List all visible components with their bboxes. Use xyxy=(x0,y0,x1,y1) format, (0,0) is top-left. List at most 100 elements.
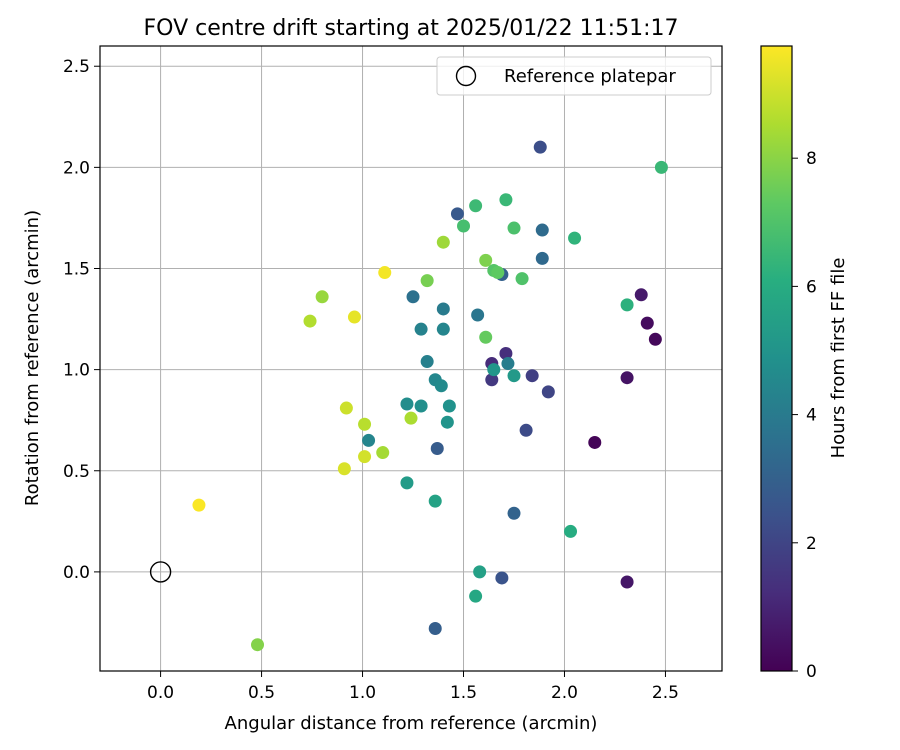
data-point xyxy=(376,446,390,460)
chart-title: FOV centre drift starting at 2025/01/22 … xyxy=(144,16,679,41)
data-point xyxy=(400,397,414,411)
data-point xyxy=(414,322,428,336)
data-point xyxy=(507,369,521,383)
y-tick-label: 2.0 xyxy=(63,158,90,178)
data-point xyxy=(192,498,206,512)
data-point xyxy=(362,433,376,447)
data-point xyxy=(588,435,602,449)
data-point xyxy=(315,290,329,304)
data-point xyxy=(358,417,372,431)
data-point xyxy=(620,575,634,589)
data-point xyxy=(533,140,547,154)
data-point xyxy=(620,371,634,385)
legend-marker-icon xyxy=(455,65,477,87)
y-axis-ticks: 0.0 0.5 1.0 1.5 2.0 2.5 xyxy=(63,57,100,583)
x-axis-ticks: 0.0 0.5 1.0 1.5 2.0 2.5 xyxy=(147,671,679,703)
x-tick-label: 1.0 xyxy=(349,683,376,703)
plot-frame xyxy=(99,45,723,672)
data-point xyxy=(519,423,533,437)
data-point xyxy=(428,622,442,636)
grid-lines xyxy=(100,46,722,671)
data-point xyxy=(479,253,493,267)
data-point xyxy=(406,290,420,304)
data-point xyxy=(436,322,450,336)
data-point xyxy=(634,288,648,302)
data-point xyxy=(469,589,483,603)
data-point xyxy=(568,231,582,245)
data-points xyxy=(192,140,668,652)
y-tick-label: 0.0 xyxy=(63,563,90,583)
data-point xyxy=(541,385,555,399)
colorbar-ticks: 0 2 4 6 8 xyxy=(792,149,817,682)
data-point xyxy=(450,207,464,221)
colorbar-tick-label: 8 xyxy=(806,149,817,169)
data-point xyxy=(471,308,485,322)
data-point xyxy=(436,235,450,249)
x-axis-label: Angular distance from reference (arcmin) xyxy=(225,713,598,734)
x-tick-label: 1.5 xyxy=(450,683,477,703)
data-point xyxy=(404,411,418,425)
data-point xyxy=(303,314,317,328)
data-point xyxy=(434,379,448,393)
reference-marker xyxy=(149,561,172,583)
y-axis-label: Rotation from reference (arcmin) xyxy=(22,210,43,506)
reference-marker-group xyxy=(149,561,172,583)
data-point xyxy=(499,346,513,360)
legend: Reference platepar xyxy=(436,56,712,96)
colorbar-tick-label: 6 xyxy=(806,277,817,297)
data-point xyxy=(654,160,668,174)
data-point xyxy=(525,369,539,383)
data-point xyxy=(436,302,450,316)
x-tick-label: 0.5 xyxy=(248,683,275,703)
data-point xyxy=(648,332,662,346)
data-point xyxy=(499,193,513,207)
data-point xyxy=(420,274,434,288)
data-point xyxy=(400,476,414,490)
x-tick-label: 2.0 xyxy=(551,683,578,703)
y-tick-label: 1.0 xyxy=(63,361,90,381)
data-point xyxy=(414,399,428,413)
data-point xyxy=(473,565,487,579)
data-point xyxy=(485,373,499,387)
x-tick-label: 0.0 xyxy=(147,683,174,703)
data-point xyxy=(564,524,578,538)
data-point xyxy=(442,399,456,413)
legend-label: Reference platepar xyxy=(504,66,676,87)
data-point xyxy=(347,310,361,324)
data-point xyxy=(378,266,392,280)
data-point xyxy=(251,638,265,652)
data-point xyxy=(430,442,444,456)
data-point xyxy=(358,450,372,464)
y-tick-label: 1.5 xyxy=(63,259,90,279)
colorbar-label: Hours from first FF file xyxy=(828,258,849,459)
data-point xyxy=(495,571,509,585)
data-point xyxy=(469,199,483,213)
data-point xyxy=(479,330,493,344)
data-point xyxy=(640,316,654,330)
colorbar-tick-label: 4 xyxy=(806,406,817,426)
data-point xyxy=(507,221,521,235)
data-point xyxy=(620,298,634,312)
data-point xyxy=(507,506,521,520)
data-point xyxy=(339,401,353,415)
data-point xyxy=(457,219,471,233)
colorbar-gradient xyxy=(760,45,793,672)
data-point xyxy=(535,223,549,237)
data-point xyxy=(337,462,351,476)
y-tick-label: 2.5 xyxy=(63,57,90,77)
data-point xyxy=(420,355,434,369)
data-point xyxy=(428,494,442,508)
data-point xyxy=(515,272,529,286)
y-tick-label: 0.5 xyxy=(63,462,90,482)
x-tick-label: 2.5 xyxy=(652,683,679,703)
colorbar-tick-label: 2 xyxy=(806,534,817,554)
legend-box xyxy=(436,56,712,96)
data-point xyxy=(535,251,549,265)
data-point xyxy=(440,415,454,429)
colorbar-tick-label: 0 xyxy=(806,662,817,682)
data-point xyxy=(501,357,515,371)
colorbar: 0 2 4 6 8 Hours from first FF file xyxy=(760,45,849,682)
data-point xyxy=(491,266,505,280)
data-point xyxy=(487,363,501,377)
